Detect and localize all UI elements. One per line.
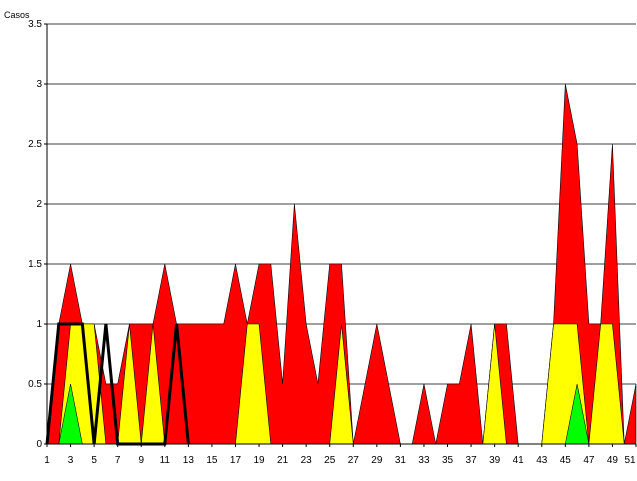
x-tick-label: 47 [583,455,595,466]
x-tick-label: 17 [230,455,242,466]
y-tick-label: 2 [36,199,42,210]
y-axis-label: Casos [4,10,30,20]
y-tick-label: 1.5 [28,259,42,270]
x-tick-label: 1 [44,455,50,466]
y-tick-label: 1 [36,319,42,330]
x-tick-label: 49 [607,455,619,466]
x-tick-label: 21 [277,455,289,466]
x-tick-label: 7 [115,455,121,466]
x-tick-label: 13 [183,455,195,466]
y-tick-label: 2.5 [28,139,42,150]
y-tick-label: 0 [36,439,42,450]
x-tick-label: 45 [560,455,572,466]
area-series-2 [47,323,636,445]
x-tick-label: 25 [324,455,336,466]
x-tick-label: 19 [253,455,265,466]
y-tick-label: 3.5 [28,19,42,30]
x-tick-label: 37 [466,455,478,466]
x-tick-label: 29 [371,455,383,466]
x-tick-label: 31 [395,455,407,466]
x-tick-label: 5 [91,455,97,466]
x-tick-label: 27 [348,455,360,466]
x-tick-label: 3 [68,455,74,466]
x-tick-label: 33 [418,455,430,466]
y-tick-label: 0.5 [28,379,42,390]
x-tick-label: 35 [442,455,454,466]
y-tick-labels: 0 0.5 1 1.5 2 2.5 3 3.5 [28,19,42,450]
x-tick-label: 51 [624,455,636,466]
x-tick-label: 39 [489,455,501,466]
x-tick-label: 43 [536,455,548,466]
y-tick-label: 3 [36,79,42,90]
x-tick-label: 11 [160,455,171,466]
x-tick-label: 23 [301,455,313,466]
x-tick-label: 41 [513,455,525,466]
x-tick-label: 15 [206,455,218,466]
x-tick-labels: 1 3 5 7 9 11 13 15 17 19 21 23 25 27 29 31 33 35 37 39 41 43 4… [44,455,636,466]
x-tick-label: 9 [138,455,144,466]
axes [44,23,637,447]
